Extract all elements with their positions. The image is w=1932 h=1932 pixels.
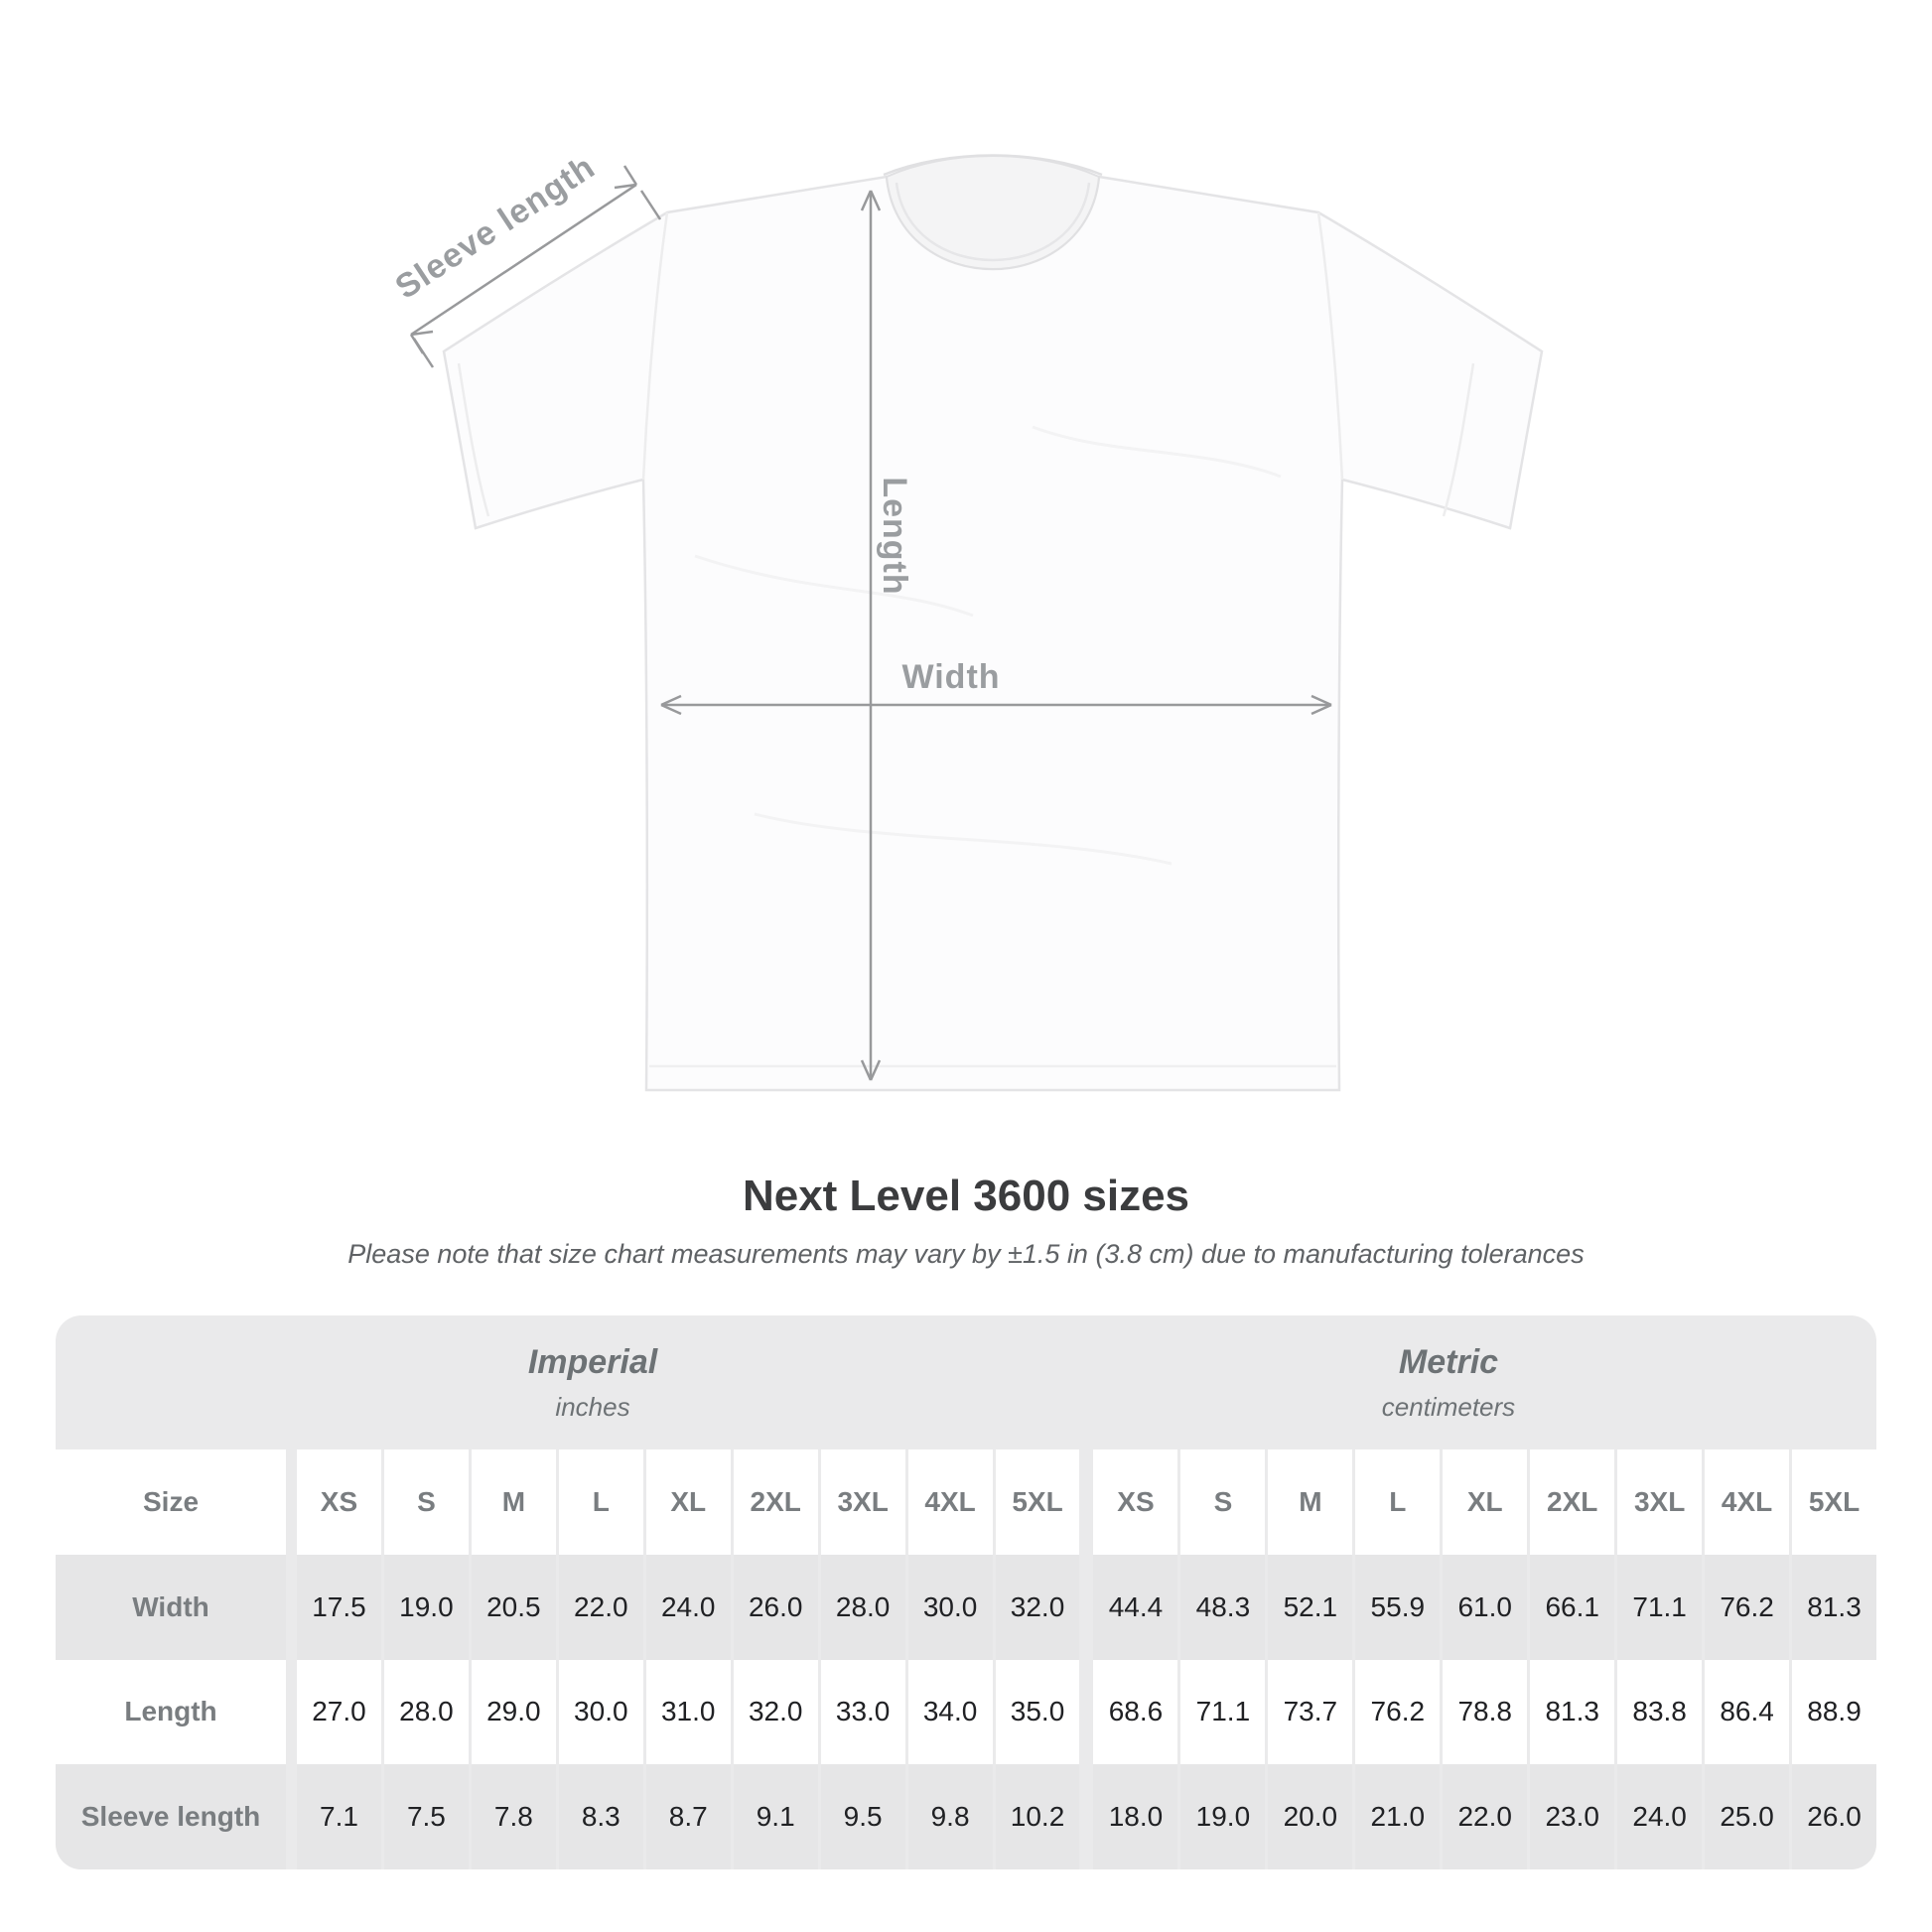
value-width-metric-4xl: 76.2	[1705, 1554, 1790, 1660]
value-width-imperial-xs: 17.5	[297, 1554, 381, 1660]
unit-header-band: Imperial inches Metric centimeters	[56, 1315, 1876, 1449]
value-width-imperial-m: 20.5	[471, 1554, 556, 1660]
value-width-imperial-s: 19.0	[383, 1554, 469, 1660]
value-sleeve-length-metric-5xl: 26.0	[1792, 1764, 1876, 1869]
value-width-imperial-5xl: 32.0	[995, 1554, 1080, 1660]
value-width-metric-xl: 61.0	[1443, 1554, 1528, 1660]
value-sleeve-length-imperial-xs: 7.1	[297, 1764, 381, 1869]
size-col-header-m-imperial: M	[471, 1449, 556, 1555]
value-width-imperial-3xl: 28.0	[820, 1554, 905, 1660]
row-label-sleeve-length: Sleeve length	[56, 1764, 286, 1869]
size-col-header-s-metric: S	[1180, 1449, 1266, 1555]
page-title: Next Level 3600 sizes	[742, 1172, 1190, 1220]
tshirt-illustration	[442, 154, 1544, 1092]
imperial-header: Imperial inches	[528, 1343, 657, 1423]
value-length-metric-xl: 78.8	[1443, 1659, 1528, 1765]
value-length-imperial-l: 30.0	[558, 1659, 643, 1765]
size-col-header-4xl-imperial: 4XL	[907, 1449, 993, 1555]
value-width-metric-3xl: 71.1	[1617, 1554, 1703, 1660]
size-col-header-xs-imperial: XS	[297, 1449, 381, 1555]
value-sleeve-length-imperial-5xl: 10.2	[995, 1764, 1080, 1869]
size-col-header-xs-metric: XS	[1093, 1449, 1178, 1555]
size-col-header-4xl-metric: 4XL	[1705, 1449, 1790, 1555]
value-length-imperial-xl: 31.0	[645, 1659, 731, 1765]
width-dimension-arrow	[660, 694, 1332, 716]
value-width-metric-xs: 44.4	[1093, 1554, 1178, 1660]
size-col-header-m-metric: M	[1268, 1449, 1353, 1555]
value-length-metric-3xl: 83.8	[1617, 1659, 1703, 1765]
value-length-imperial-2xl: 32.0	[733, 1659, 818, 1765]
size-col-header-3xl-metric: 3XL	[1617, 1449, 1703, 1555]
row-label-width: Width	[56, 1554, 286, 1660]
value-sleeve-length-imperial-xl: 8.7	[645, 1764, 731, 1869]
length-dimension-label: Length	[876, 477, 913, 595]
value-sleeve-length-imperial-s: 7.5	[383, 1764, 469, 1869]
value-length-metric-m: 73.7	[1268, 1659, 1353, 1765]
metric-unit: centimeters	[1381, 1391, 1516, 1422]
size-col-header-2xl-metric: 2XL	[1530, 1449, 1615, 1555]
imperial-title: Imperial	[527, 1342, 658, 1381]
size-col-header-2xl-imperial: 2XL	[733, 1449, 818, 1555]
width-dimension-label: Width	[901, 658, 1000, 696]
size-row-label: Size	[56, 1449, 286, 1555]
value-sleeve-length-imperial-l: 8.3	[558, 1764, 643, 1869]
value-sleeve-length-metric-3xl: 24.0	[1617, 1764, 1703, 1869]
value-length-metric-s: 71.1	[1180, 1659, 1266, 1765]
value-length-imperial-s: 28.0	[383, 1659, 469, 1765]
value-sleeve-length-metric-l: 21.0	[1355, 1764, 1441, 1869]
value-sleeve-length-metric-xl: 22.0	[1443, 1764, 1528, 1869]
length-dimension-arrow	[860, 190, 882, 1081]
tolerance-note: Please note that size chart measurements…	[347, 1239, 1585, 1269]
value-length-imperial-3xl: 33.0	[820, 1659, 905, 1765]
value-length-metric-5xl: 88.9	[1792, 1659, 1876, 1765]
size-col-header-l-metric: L	[1355, 1449, 1441, 1555]
value-length-metric-2xl: 81.3	[1530, 1659, 1615, 1765]
value-width-imperial-l: 22.0	[558, 1554, 643, 1660]
metric-title: Metric	[1398, 1342, 1499, 1381]
value-width-metric-s: 48.3	[1180, 1554, 1266, 1660]
value-length-imperial-5xl: 35.0	[995, 1659, 1080, 1765]
size-col-header-3xl-imperial: 3XL	[820, 1449, 905, 1555]
sleeve-length-dimension-arrow	[409, 165, 662, 368]
value-sleeve-length-imperial-m: 7.8	[471, 1764, 556, 1869]
size-col-header-s-imperial: S	[383, 1449, 469, 1555]
value-width-metric-m: 52.1	[1268, 1554, 1353, 1660]
value-width-metric-2xl: 66.1	[1530, 1554, 1615, 1660]
value-width-imperial-2xl: 26.0	[733, 1554, 818, 1660]
value-sleeve-length-imperial-2xl: 9.1	[733, 1764, 818, 1869]
imperial-unit: inches	[555, 1391, 630, 1422]
value-length-metric-xs: 68.6	[1093, 1659, 1178, 1765]
value-width-imperial-xl: 24.0	[645, 1554, 731, 1660]
size-col-header-xl-metric: XL	[1443, 1449, 1528, 1555]
size-col-header-xl-imperial: XL	[645, 1449, 731, 1555]
tshirt-measurement-diagram: Length Width Sleeve length	[389, 148, 1544, 1092]
value-sleeve-length-metric-s: 19.0	[1180, 1764, 1266, 1869]
value-length-imperial-xs: 27.0	[297, 1659, 381, 1765]
value-width-metric-l: 55.9	[1355, 1554, 1441, 1660]
size-col-header-5xl-metric: 5XL	[1792, 1449, 1876, 1555]
value-sleeve-length-metric-2xl: 23.0	[1530, 1764, 1615, 1869]
row-label-length: Length	[56, 1659, 286, 1765]
size-col-header-l-imperial: L	[558, 1449, 643, 1555]
value-length-metric-l: 76.2	[1355, 1659, 1441, 1765]
value-length-imperial-m: 29.0	[471, 1659, 556, 1765]
value-length-metric-4xl: 86.4	[1705, 1659, 1790, 1765]
value-sleeve-length-imperial-4xl: 9.8	[907, 1764, 993, 1869]
size-chart-table: Imperial inches Metric centimeters Size X…	[56, 1315, 1876, 1869]
size-col-header-5xl-imperial: 5XL	[995, 1449, 1080, 1555]
value-sleeve-length-metric-4xl: 25.0	[1705, 1764, 1790, 1869]
value-sleeve-length-metric-xs: 18.0	[1093, 1764, 1178, 1869]
value-sleeve-length-imperial-3xl: 9.5	[820, 1764, 905, 1869]
value-length-imperial-4xl: 34.0	[907, 1659, 993, 1765]
metric-header: Metric centimeters	[1382, 1343, 1515, 1423]
value-width-imperial-4xl: 30.0	[907, 1554, 993, 1660]
value-sleeve-length-metric-m: 20.0	[1268, 1764, 1353, 1869]
value-width-metric-5xl: 81.3	[1792, 1554, 1876, 1660]
